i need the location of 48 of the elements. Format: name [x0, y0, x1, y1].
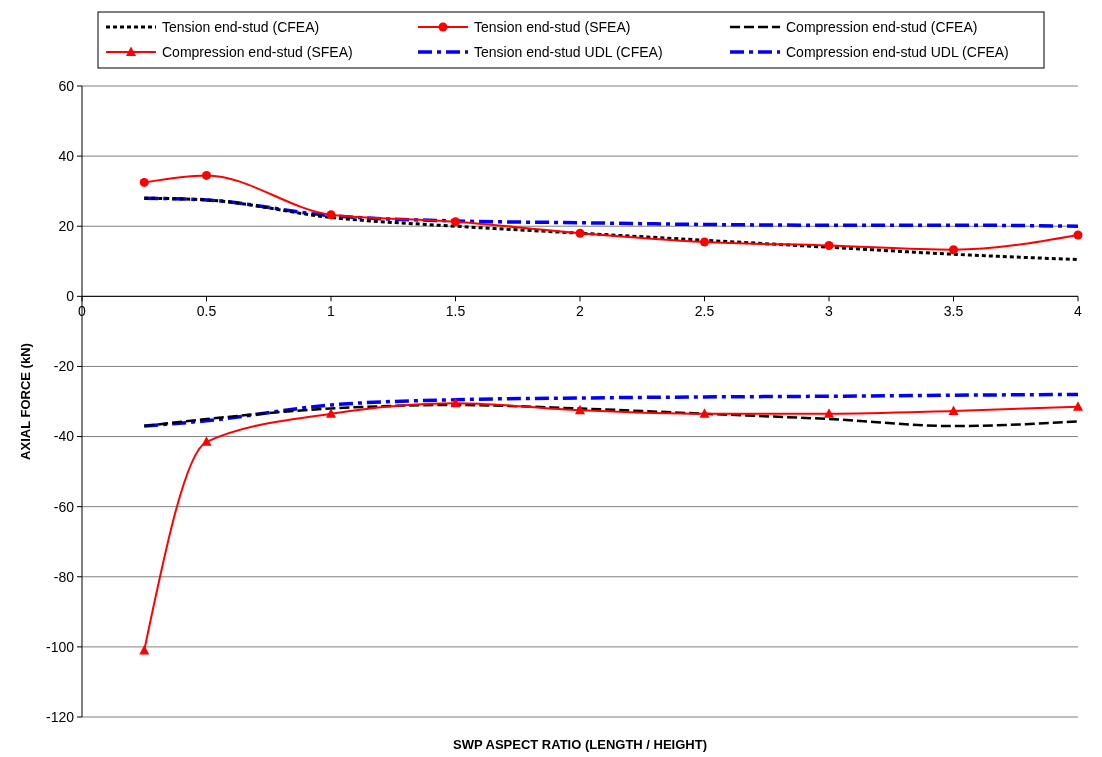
point: [824, 408, 834, 418]
point: [326, 210, 336, 220]
y-tick-label: 20: [58, 218, 75, 235]
point: [575, 228, 585, 238]
point: [450, 397, 461, 408]
y-tick-label: 40: [58, 148, 75, 165]
y-tick-label: 0: [66, 288, 75, 305]
point: [201, 436, 212, 446]
x-tick-label: 2.5: [694, 303, 715, 320]
y-tick-label: -100: [45, 638, 75, 655]
legend-label: Tension end-stud (CFEA): [162, 18, 320, 35]
point: [1073, 230, 1083, 240]
line-series: [142, 392, 1080, 428]
point: [451, 217, 460, 227]
legend-label: Tension end-stud UDL (CFEA): [474, 43, 663, 60]
point: [326, 408, 336, 418]
y-tick-label: -20: [53, 358, 75, 375]
x-tick-label: 3: [825, 303, 834, 320]
legend-label: Compression end-stud (CFEA): [786, 18, 978, 35]
x-tick-label: 4: [1074, 303, 1083, 320]
y-tick-label: 60: [58, 77, 75, 94]
x-tick-label: 0.5: [196, 303, 217, 320]
point: [700, 237, 709, 247]
x-tick-label: 3.5: [943, 303, 964, 320]
y-tick-label: -60: [53, 498, 75, 515]
point: [1073, 401, 1083, 411]
point: [699, 408, 710, 418]
y-tick-label: -80: [53, 568, 75, 585]
x-tick-label: 1.5: [445, 303, 466, 320]
point: [949, 245, 958, 255]
point: [575, 404, 585, 415]
x-axis-title: SWP ASPECT RATIO (LENGTH / HEIGHT): [453, 737, 707, 752]
line-series: [142, 196, 1080, 262]
y-tick-label: -120: [45, 708, 75, 725]
point: [139, 644, 150, 655]
y-tick-label: -40: [53, 428, 75, 445]
point: [948, 405, 959, 415]
x-tick-label: 0: [78, 303, 87, 320]
point: [139, 177, 149, 187]
x-tick-label: 2: [576, 303, 585, 320]
legend-label: Compression end-stud (SFEA): [162, 43, 353, 60]
legend-label: Compression end-stud UDL (CFEA): [786, 43, 1009, 60]
legend-label: Tension end-stud (SFEA): [474, 18, 631, 35]
point: [202, 170, 211, 180]
point: [824, 241, 834, 250]
line-series: [142, 196, 1080, 228]
y-axis-title: AXIAL FORCE (kN): [18, 343, 33, 460]
x-tick-label: 1: [327, 303, 336, 320]
